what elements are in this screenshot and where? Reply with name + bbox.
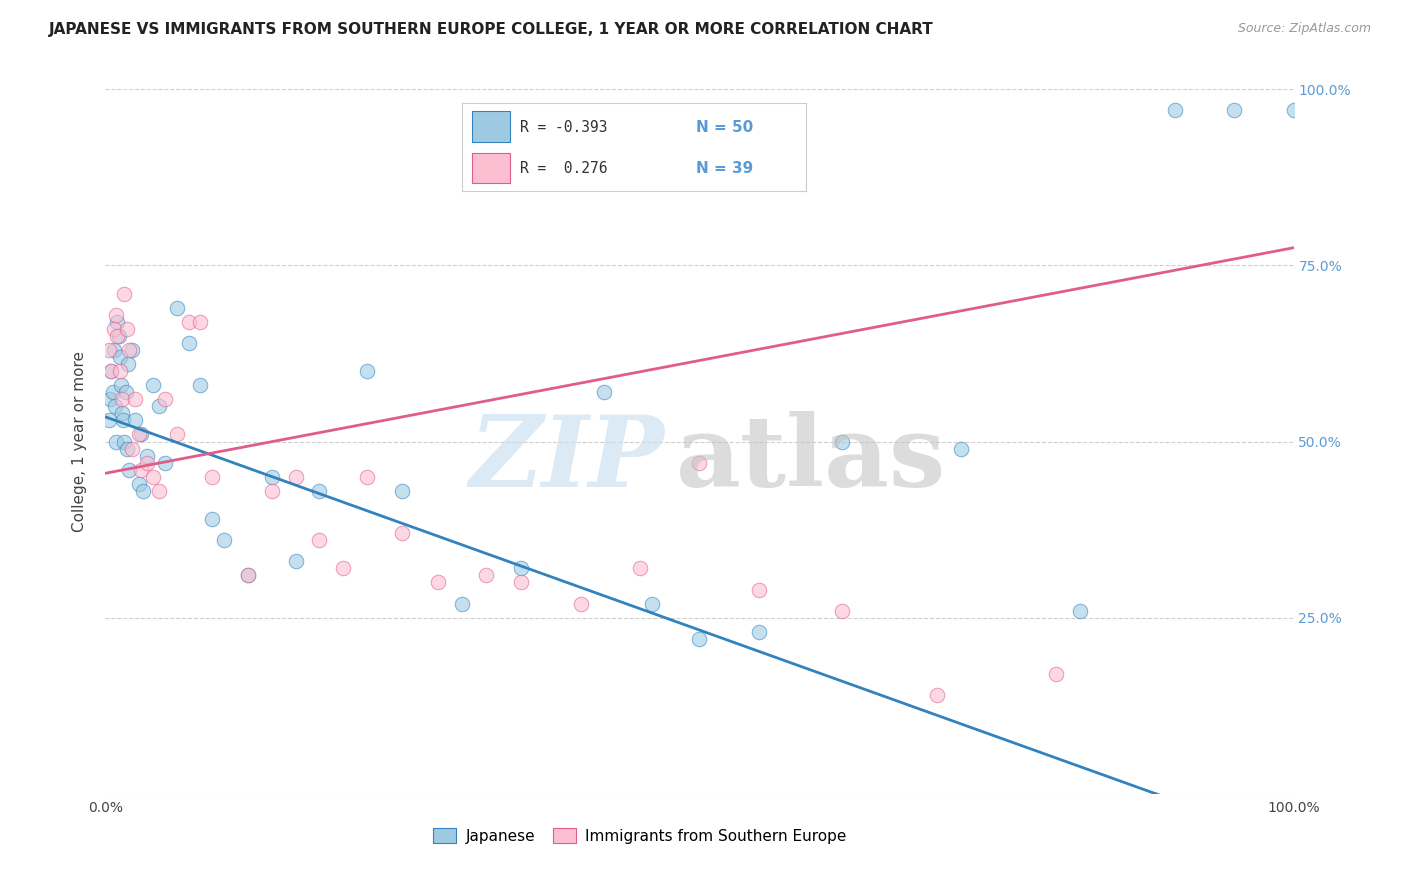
Point [142, 378, 165, 392]
Point [142, 469, 165, 483]
Point [1069, 604, 1091, 618]
Point [748, 582, 770, 597]
Text: Source: ZipAtlas.com: Source: ZipAtlas.com [1237, 22, 1371, 36]
Point [117, 357, 139, 371]
Point [148, 399, 170, 413]
Point [110, 378, 132, 392]
Point [111, 392, 134, 407]
Point [132, 483, 155, 498]
Point [104, 399, 127, 413]
Point [148, 483, 170, 498]
Point [593, 385, 616, 400]
Point [831, 434, 853, 449]
Point [129, 463, 152, 477]
Y-axis label: College, 1 year or more: College, 1 year or more [72, 351, 87, 532]
Point [128, 476, 150, 491]
Point [136, 456, 159, 470]
Point [284, 554, 307, 568]
Point [1164, 103, 1187, 118]
Point [214, 533, 236, 548]
Point [450, 597, 472, 611]
Point [124, 392, 146, 407]
Point [391, 526, 413, 541]
Point [260, 483, 283, 498]
Legend: Japanese, Immigrants from Southern Europe: Japanese, Immigrants from Southern Europ… [427, 822, 853, 850]
Point [101, 385, 124, 400]
Point [510, 561, 533, 575]
Point [190, 378, 212, 392]
Point [569, 597, 592, 611]
Point [107, 328, 129, 343]
Point [308, 483, 330, 498]
Text: JAPANESE VS IMMIGRANTS FROM SOUTHERN EUROPE COLLEGE, 1 YEAR OR MORE CORRELATION : JAPANESE VS IMMIGRANTS FROM SOUTHERN EUR… [49, 22, 934, 37]
Point [153, 392, 176, 407]
Point [166, 301, 188, 315]
Point [689, 632, 711, 646]
Point [166, 427, 188, 442]
Point [949, 442, 972, 456]
Point [260, 469, 283, 483]
Point [190, 315, 212, 329]
Point [236, 568, 259, 582]
Point [1282, 103, 1305, 118]
Point [831, 604, 853, 618]
Point [103, 322, 125, 336]
Point [98, 343, 121, 357]
Point [112, 413, 135, 427]
Point [201, 469, 224, 483]
Point [748, 624, 770, 639]
Point [284, 469, 307, 483]
Point [474, 568, 496, 582]
Point [114, 434, 136, 449]
Point [103, 343, 125, 357]
Text: ZIP: ZIP [468, 411, 664, 508]
Point [308, 533, 330, 548]
Point [510, 575, 533, 590]
Point [153, 456, 176, 470]
Point [115, 442, 138, 456]
Point [201, 512, 224, 526]
Point [115, 322, 138, 336]
Point [1045, 667, 1067, 681]
Point [177, 335, 200, 350]
Text: atlas: atlas [676, 410, 946, 508]
Point [332, 561, 354, 575]
Point [105, 328, 128, 343]
Point [98, 392, 121, 407]
Point [105, 308, 128, 322]
Point [118, 463, 141, 477]
Point [114, 385, 136, 400]
Point [177, 315, 200, 329]
Point [111, 406, 134, 420]
Point [108, 350, 131, 364]
Point [114, 286, 136, 301]
Point [427, 575, 450, 590]
Point [100, 364, 122, 378]
Point [391, 483, 413, 498]
Point [121, 442, 143, 456]
Point [1223, 103, 1246, 118]
Point [128, 427, 150, 442]
Point [108, 364, 131, 378]
Point [121, 343, 143, 357]
Point [628, 561, 651, 575]
Point [105, 434, 128, 449]
Point [98, 413, 121, 427]
Point [118, 343, 141, 357]
Point [356, 364, 378, 378]
Point [100, 364, 122, 378]
Point [236, 568, 259, 582]
Point [136, 449, 159, 463]
Point [129, 427, 152, 442]
Point [925, 688, 948, 702]
Point [124, 413, 146, 427]
Point [356, 469, 378, 483]
Point [105, 315, 128, 329]
Point [689, 456, 711, 470]
Point [641, 597, 664, 611]
